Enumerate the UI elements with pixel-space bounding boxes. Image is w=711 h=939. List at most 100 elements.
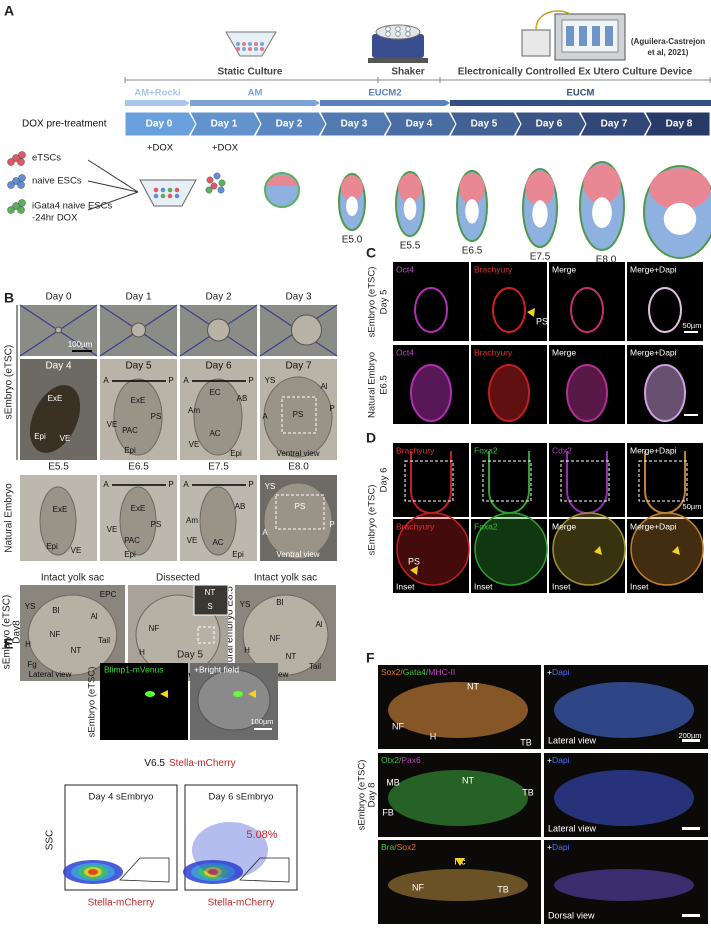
cell (7, 206, 15, 214)
embryo (113, 378, 163, 456)
shaker-well (385, 26, 391, 32)
label: Inset (474, 581, 493, 591)
label: Natural embryo E8.5 (225, 586, 236, 678)
dish-cell (254, 42, 258, 46)
label: Al (320, 382, 327, 391)
label: PS (536, 316, 548, 326)
label: S (207, 602, 212, 611)
day-chevron (514, 111, 587, 137)
embryo-stain (388, 770, 528, 826)
embryo (263, 482, 333, 560)
embryo-stain (474, 512, 548, 586)
label: NT (286, 652, 297, 661)
blastoid-top (266, 174, 298, 186)
embryo-stain (552, 512, 626, 586)
label: VE (107, 525, 118, 534)
roi-box (560, 460, 610, 502)
label: +Bright field (194, 664, 239, 674)
label: Day 2 (276, 119, 303, 130)
label: Bra/Sox2 (381, 842, 416, 852)
label: VE (187, 536, 198, 545)
embryo (199, 486, 237, 556)
label: VE (189, 440, 200, 449)
scale-bar (254, 728, 272, 730)
label: Day 1 (211, 119, 238, 130)
cell (7, 158, 15, 166)
arrow (87, 159, 139, 193)
roi-box (197, 626, 215, 644)
label: NF (392, 721, 404, 731)
label-part: Dapi (552, 755, 570, 765)
embryo-stain (488, 364, 530, 422)
cell (160, 193, 166, 199)
cell (210, 182, 218, 190)
micrograph (393, 443, 469, 517)
device-bottle (605, 26, 613, 46)
embryo-stain (396, 512, 470, 586)
aggregate (207, 318, 230, 342)
label: PS (151, 520, 162, 529)
signal (145, 691, 155, 697)
label: sEmbryo (eTSC) (367, 485, 378, 556)
label: +DOX (212, 143, 239, 154)
label: YS (265, 482, 276, 491)
label-part: MHC-II (428, 667, 455, 677)
label: A (183, 480, 189, 489)
label: AB (235, 502, 246, 511)
label: Lateral view (29, 670, 72, 679)
label: AC (212, 538, 223, 547)
label: Day 7 (601, 119, 628, 130)
embryo-exe (525, 170, 555, 207)
day-chevron (189, 111, 262, 137)
label: Epi (46, 542, 58, 551)
embryo-stain (630, 512, 704, 586)
label-part: Bra/ (381, 842, 397, 852)
label: TB (520, 737, 532, 747)
label: Epi (232, 550, 244, 559)
scale-bar (684, 414, 698, 416)
label: Day8 (12, 620, 23, 644)
label-part: V6.5 (144, 758, 165, 769)
day-chevron (449, 111, 522, 137)
label: EPC (100, 590, 117, 599)
pointer-arrow (410, 566, 418, 575)
label: Shaker (391, 67, 424, 78)
roi-box (275, 494, 325, 530)
cell (12, 202, 20, 210)
panel-label: C (366, 245, 376, 261)
embryo (193, 378, 243, 456)
label: VE (71, 546, 82, 555)
label-part: Gata4/ (403, 667, 429, 677)
label: PAC (124, 536, 140, 545)
cell (17, 158, 25, 166)
cell (153, 193, 159, 199)
label: AB (237, 394, 248, 403)
embryo-cavity (532, 200, 548, 228)
scale-bar (682, 827, 700, 830)
micrograph (627, 443, 703, 517)
scale-bar (72, 350, 92, 352)
label: Merge+Dapi (630, 445, 677, 455)
label: E5.0 (342, 235, 363, 246)
label: NT (462, 775, 474, 785)
label: Inset (630, 581, 649, 591)
label: sEmbryo (eTSC) (4, 345, 15, 419)
label: P (329, 520, 334, 529)
aggregate (131, 322, 146, 338)
label: AM (248, 88, 263, 99)
label: VE (107, 420, 118, 429)
roi-box (482, 460, 532, 502)
dish-cell (260, 47, 264, 51)
label: Ventral view (276, 449, 319, 458)
dish-cell (248, 47, 252, 51)
signal (233, 691, 243, 697)
cell (206, 176, 214, 184)
label: Foxa2 (474, 521, 498, 531)
device-module (521, 29, 551, 57)
dish-cell (260, 42, 264, 46)
label: Day 5 (125, 361, 152, 372)
micrograph (393, 519, 469, 593)
label: 200µm (678, 731, 701, 740)
shaker-well (405, 31, 411, 37)
label: Intact yolk sac (254, 573, 317, 584)
